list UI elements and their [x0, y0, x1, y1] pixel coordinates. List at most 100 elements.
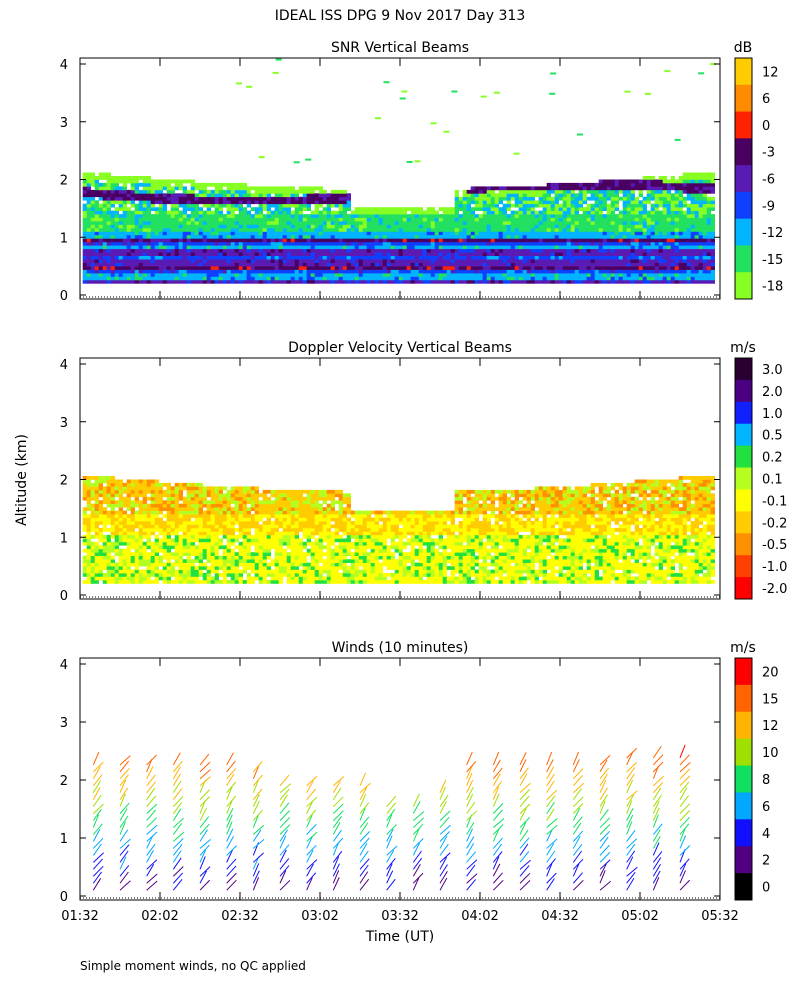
snr-cell — [542, 266, 547, 270]
snr-cell — [614, 234, 619, 239]
snr-cell — [513, 152, 520, 155]
doppler-cell — [90, 517, 95, 522]
doppler-cell — [154, 503, 159, 508]
snr-cell — [638, 214, 643, 218]
snr-cell — [386, 217, 391, 222]
snr-cell — [426, 210, 431, 215]
snr-cell — [90, 210, 95, 215]
snr-cell — [450, 231, 455, 236]
snr-cell — [210, 228, 215, 232]
snr-cell — [114, 214, 119, 218]
doppler-cell — [134, 521, 139, 525]
snr-cell — [462, 217, 467, 222]
snr-cell — [122, 196, 127, 201]
snr-cell — [586, 221, 591, 225]
snr-cell — [166, 182, 171, 187]
snr-cell — [650, 182, 655, 187]
snr-cell — [354, 234, 359, 239]
snr-cell — [306, 234, 311, 239]
snr-cell — [210, 214, 215, 218]
snr-cell — [214, 248, 219, 253]
snr-cell — [214, 193, 219, 198]
snr-cell — [118, 203, 123, 208]
snr-cell — [402, 262, 407, 267]
snr-cell — [454, 273, 459, 277]
snr-cell — [370, 266, 375, 270]
snr-cell — [566, 273, 571, 277]
snr-cell — [490, 203, 495, 208]
snr-cell — [206, 259, 211, 263]
snr-cell — [170, 262, 175, 267]
doppler-cell — [154, 496, 159, 501]
colorbar-swatch — [735, 138, 752, 166]
snr-cell — [210, 182, 215, 187]
snr-cell — [610, 182, 615, 187]
snr-cell — [374, 276, 379, 281]
snr-cell — [442, 276, 447, 281]
snr-cell — [334, 217, 339, 222]
snr-cell — [586, 231, 591, 236]
snr-cell — [486, 252, 491, 256]
snr-cell — [322, 255, 327, 260]
snr-cell — [142, 273, 147, 277]
snr-cell — [238, 273, 243, 277]
snr-cell — [274, 210, 279, 215]
snr-cell — [94, 259, 99, 263]
snr-cell — [266, 224, 271, 229]
snr-cell — [614, 241, 619, 246]
snr-cell — [574, 186, 579, 191]
snr-cell — [674, 189, 679, 194]
doppler-cell — [138, 580, 143, 584]
snr-cell — [346, 231, 351, 236]
snr-cell — [582, 189, 587, 194]
snr-cell — [202, 273, 207, 277]
snr-cell — [454, 255, 459, 260]
snr-cell — [202, 182, 207, 187]
snr-cell — [102, 214, 107, 218]
snr-cell — [566, 234, 571, 239]
snr-cell — [582, 241, 587, 246]
snr-cell — [502, 214, 507, 218]
doppler-cell — [110, 534, 115, 539]
snr-cell — [238, 241, 243, 246]
snr-cell — [190, 252, 195, 256]
snr-cell — [162, 228, 167, 232]
snr-cell — [590, 189, 595, 194]
snr-cell — [114, 189, 119, 194]
snr-cell — [218, 245, 223, 250]
doppler-cell — [94, 479, 99, 484]
snr-cell — [194, 193, 199, 198]
snr-cell — [578, 203, 583, 208]
snr-cell — [322, 241, 327, 246]
snr-cell — [102, 228, 107, 232]
snr-cell — [602, 179, 607, 184]
doppler-cell — [142, 493, 147, 498]
snr-cell — [318, 193, 323, 198]
snr-cell — [622, 200, 627, 205]
snr-cell — [166, 231, 171, 236]
snr-cell — [398, 238, 403, 243]
snr-cell — [526, 186, 531, 191]
snr-cell — [550, 72, 557, 75]
snr-cell — [602, 279, 607, 284]
snr-cell — [330, 262, 335, 267]
snr-cell — [134, 252, 139, 256]
snr-cell — [450, 248, 455, 253]
doppler-cell — [142, 514, 147, 518]
doppler-cell — [142, 562, 147, 567]
snr-cell — [698, 273, 703, 277]
snr-cell — [654, 266, 659, 270]
snr-cell — [306, 252, 311, 256]
snr-cell — [402, 214, 407, 218]
colorbar-label: -15 — [762, 253, 783, 268]
snr-cell — [198, 276, 203, 281]
snr-cell — [674, 259, 679, 263]
snr-cell — [454, 252, 459, 256]
snr-cell — [282, 279, 287, 284]
snr-cell — [186, 207, 191, 211]
snr-cell — [134, 228, 139, 232]
snr-cell — [422, 241, 427, 246]
doppler-cell — [90, 541, 95, 546]
doppler-heatmap — [82, 476, 715, 584]
snr-cell — [634, 196, 639, 201]
